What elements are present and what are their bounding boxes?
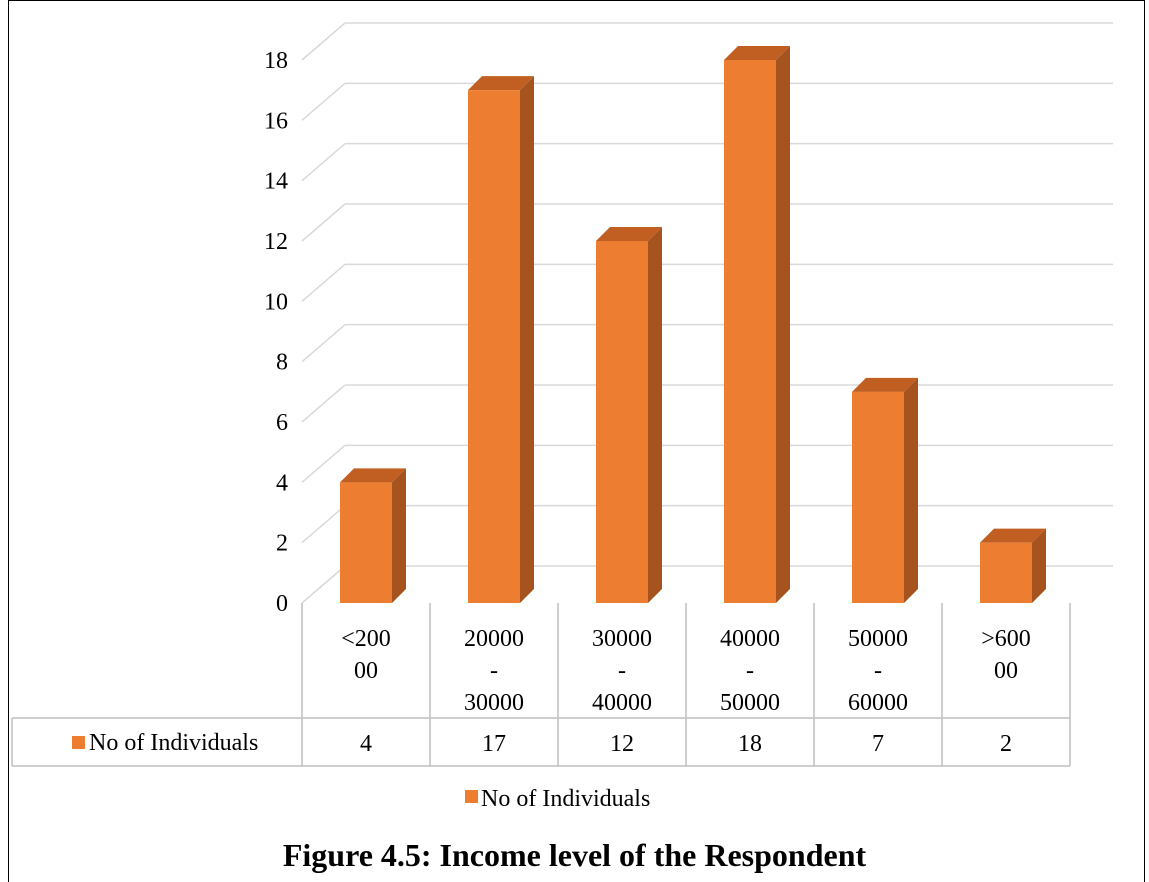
y-tick-label: 0 [276,591,288,617]
data-label: 12 [610,731,634,757]
category-label: >600 [981,626,1031,652]
category-label: - [618,658,626,684]
bar-front [852,391,904,603]
gridline-diagonal [301,203,346,242]
data-label: 17 [482,731,506,757]
bars [340,46,1046,603]
data-label: 2 [1000,731,1012,757]
bar-side [648,227,662,603]
category-label: - [874,658,882,684]
bar-top [852,377,918,392]
bar-top [724,46,790,60]
gridline-diagonal [301,565,346,604]
category-label: 40000 [720,626,780,652]
bar-side [904,377,918,603]
y-axis-ticks: 0 2 4 6 8 10 12 14 16 18 [264,48,288,617]
data-label: 7 [872,731,884,757]
gridline-diagonal [301,324,346,363]
bar-front [340,482,392,603]
category-label: <200 [341,626,391,652]
legend-swatch [465,790,478,803]
category-label: 00 [994,658,1018,684]
data-label: 4 [360,731,372,757]
bar [980,528,1046,603]
legend: No of Individuals [465,786,650,812]
y-tick-label: 18 [264,48,288,74]
bar-top [340,468,406,483]
bar-front [724,60,776,603]
bar [596,227,662,603]
category-label: 60000 [848,690,908,716]
bar-top [980,528,1046,543]
bar-top [596,227,662,241]
bar-side [776,46,790,603]
y-tick-label: 14 [264,169,288,195]
category-label: 40000 [592,690,652,716]
bar [340,468,406,603]
bar-side [520,76,534,603]
y-tick-label: 8 [276,350,288,376]
y-tick-label: 10 [264,289,288,315]
data-table: <200 00 20000 - 30000 30000 - 40000 40000 - 50000 5… [11,603,1071,767]
table-series-label: No of Individuals [89,730,258,756]
gridline-diagonal [301,143,346,182]
bar [852,377,918,603]
bar-front [980,542,1032,603]
figure-caption: Figure 4.5: Income level of the Responde… [282,837,867,873]
y-tick-label: 12 [264,229,288,255]
y-tick-label: 6 [276,410,288,436]
category-label: - [746,658,754,684]
category-label: 30000 [464,690,524,716]
y-tick-label: 16 [264,108,288,134]
y-tick-label: 2 [276,531,288,557]
gridline-diagonal [301,505,346,544]
legend-label: No of Individuals [481,786,650,812]
bar-front [468,90,520,603]
category-label: 20000 [464,626,524,652]
bar-front [596,241,648,603]
gridline-diagonal [301,444,346,483]
bar [724,46,790,603]
gridline-diagonal [301,82,346,121]
bar-side [1032,528,1046,603]
gridlines [301,22,1113,604]
category-label: 50000 [720,690,780,716]
data-label: 18 [738,731,762,757]
y-tick-label: 4 [276,470,288,496]
gridline-diagonal [301,22,346,61]
category-label: 30000 [592,626,652,652]
category-label: 50000 [848,626,908,652]
bar-side [392,468,406,603]
table-series-swatch [72,736,85,749]
category-label: - [490,658,498,684]
gridline-diagonal [301,263,346,302]
gridline-diagonal [301,384,346,423]
category-label: 00 [354,658,378,684]
bar-top [468,76,534,91]
bar [468,76,534,603]
chart-frame [8,0,1145,882]
